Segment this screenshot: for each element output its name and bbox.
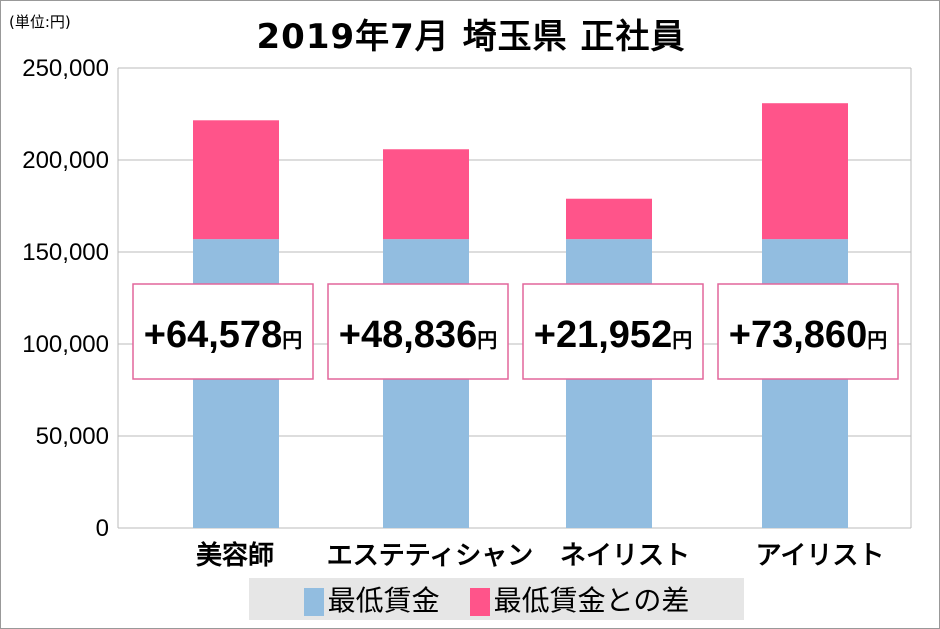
data-label-box bbox=[327, 283, 509, 380]
unit-label: (単位:円) bbox=[9, 13, 71, 31]
yen-suffix: 円 bbox=[867, 330, 887, 352]
legend: 最低賃金 最低賃金との差 bbox=[249, 578, 744, 620]
y-tick-label: 150,000 bbox=[22, 239, 109, 266]
legend-swatch bbox=[303, 588, 324, 616]
y-tick-label: 100,000 bbox=[22, 331, 109, 358]
y-tick-label: 200,000 bbox=[22, 147, 109, 174]
y-tick-label: 50,000 bbox=[36, 423, 109, 450]
data-label: +21,952円 bbox=[534, 314, 692, 356]
yen-suffix: 円 bbox=[282, 330, 302, 352]
bar-difference bbox=[193, 120, 279, 240]
data-label: +73,860円 bbox=[729, 314, 887, 356]
legend-label: 最低賃金との差 bbox=[493, 584, 690, 617]
bar-min-wage bbox=[566, 239, 652, 528]
category-label: エステティシャン bbox=[327, 541, 533, 571]
data-label: +48,836円 bbox=[339, 314, 497, 356]
data-label-box bbox=[132, 283, 314, 380]
bar-difference bbox=[566, 198, 652, 240]
data-label-box bbox=[717, 283, 899, 380]
legend-swatch bbox=[469, 588, 490, 616]
legend-item-difference: 最低賃金との差 bbox=[469, 579, 690, 619]
data-label: +64,578円 bbox=[144, 314, 302, 356]
bar-difference bbox=[383, 149, 469, 240]
chart-title: 2019年7月 埼玉県 正社員 bbox=[256, 17, 686, 57]
bar-min-wage bbox=[383, 239, 469, 528]
category-label: ネイリスト bbox=[560, 541, 690, 571]
data-label-box bbox=[522, 283, 704, 380]
category-label: アイリスト bbox=[756, 541, 885, 571]
legend-label: 最低賃金 bbox=[327, 584, 440, 617]
bar-min-wage bbox=[193, 239, 279, 528]
yen-suffix: 円 bbox=[477, 330, 497, 352]
y-tick-label: 0 bbox=[96, 515, 109, 542]
yen-suffix: 円 bbox=[672, 330, 692, 352]
bar-min-wage bbox=[762, 239, 848, 528]
bar-difference bbox=[762, 103, 848, 240]
category-label: 美容師 bbox=[196, 540, 274, 571]
legend-item-min-wage: 最低賃金 bbox=[303, 579, 440, 619]
y-tick-label: 250,000 bbox=[22, 55, 109, 82]
